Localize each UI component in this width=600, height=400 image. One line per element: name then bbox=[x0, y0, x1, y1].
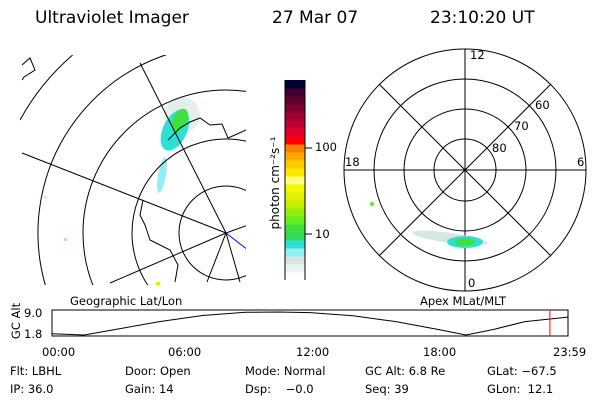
lat-70-label: 70 bbox=[514, 119, 529, 133]
coastline bbox=[139, 199, 179, 283]
gc-alt-status: GC Alt: 6.8 Re bbox=[365, 364, 446, 378]
terminator-line bbox=[225, 232, 246, 250]
coastline bbox=[21, 57, 36, 81]
colorbar-tick-100: 100 bbox=[315, 140, 337, 154]
colorbar-segment bbox=[285, 240, 305, 249]
time-tick: 00:00 bbox=[42, 345, 76, 359]
mlt-18-label: 18 bbox=[345, 155, 360, 169]
time-tick: 23:59 bbox=[553, 345, 587, 359]
geographic-label: Geographic Lat/Lon bbox=[70, 294, 183, 308]
colorbar-segment bbox=[285, 88, 305, 97]
time-tick: 12:00 bbox=[296, 345, 330, 359]
glat-status: GLat: −67.5 bbox=[487, 364, 557, 378]
mode-status: Mode: Normal bbox=[245, 364, 326, 378]
orbit-ymax: 9.0 bbox=[24, 306, 43, 320]
door-status: Door: Open bbox=[125, 364, 191, 378]
auroral-emission bbox=[370, 202, 488, 248]
colorbar-segment bbox=[285, 96, 305, 105]
date-label: 27 Mar 07 bbox=[272, 8, 359, 28]
colorbar-segment bbox=[285, 168, 305, 177]
colorbar-segment bbox=[285, 224, 305, 233]
colorbar-segment bbox=[285, 256, 305, 265]
lat-circles bbox=[20, 55, 246, 285]
colorbar-segment bbox=[285, 136, 305, 145]
gain-status: Gain: 14 bbox=[125, 382, 174, 396]
seq-status: Seq: 39 bbox=[365, 382, 409, 396]
altitude-curve bbox=[51, 311, 569, 336]
instrument-title: Ultraviolet Imager bbox=[35, 8, 189, 28]
colorbar-segment bbox=[285, 184, 305, 193]
colorbar-segment bbox=[285, 80, 305, 89]
lat-80-label: 80 bbox=[492, 141, 507, 155]
colorbar-segment bbox=[285, 264, 305, 273]
colorbar-segment bbox=[285, 248, 305, 257]
colorbar-segment bbox=[285, 128, 305, 137]
colorbar-segment bbox=[285, 120, 305, 129]
colorbar-segment bbox=[285, 144, 305, 153]
colorbar-segment bbox=[285, 152, 305, 161]
lon-lines bbox=[21, 62, 246, 284]
lat-60-label: 60 bbox=[535, 98, 550, 112]
filter-status: Flt: LBHL bbox=[10, 364, 62, 378]
time-label: 23:10:20 UT bbox=[430, 8, 535, 28]
mlt-12-label: 12 bbox=[470, 48, 485, 62]
orbit-ylabel: GC Alt bbox=[9, 302, 24, 340]
colorbar-segment bbox=[285, 272, 305, 281]
colorbar-segment bbox=[285, 160, 305, 169]
orbit-ymin: 1.8 bbox=[24, 327, 43, 341]
mlt-6-label: 6 bbox=[577, 155, 585, 169]
colorbar-segment bbox=[285, 200, 305, 209]
colorbar-segment bbox=[285, 104, 305, 113]
colorbar-segment bbox=[285, 208, 305, 217]
apex-label: Apex MLat/MLT bbox=[420, 294, 507, 308]
colorbar-segment bbox=[285, 192, 305, 201]
mlt-0-label: 0 bbox=[468, 276, 476, 290]
coastline bbox=[167, 117, 246, 141]
colorbar-tick-10: 10 bbox=[315, 227, 330, 241]
dsp-status: Dsp: −0.0 bbox=[245, 382, 314, 396]
colorbar-segment bbox=[285, 112, 305, 121]
ip-status: IP: 36.0 bbox=[10, 382, 54, 396]
colorbar-segment bbox=[285, 232, 305, 241]
colorbar-segment bbox=[285, 216, 305, 225]
time-tick: 18:00 bbox=[423, 345, 457, 359]
glon-status: GLon: 12.1 bbox=[487, 382, 554, 396]
time-tick: 06:00 bbox=[168, 345, 202, 359]
colorbar-segment bbox=[285, 176, 305, 185]
